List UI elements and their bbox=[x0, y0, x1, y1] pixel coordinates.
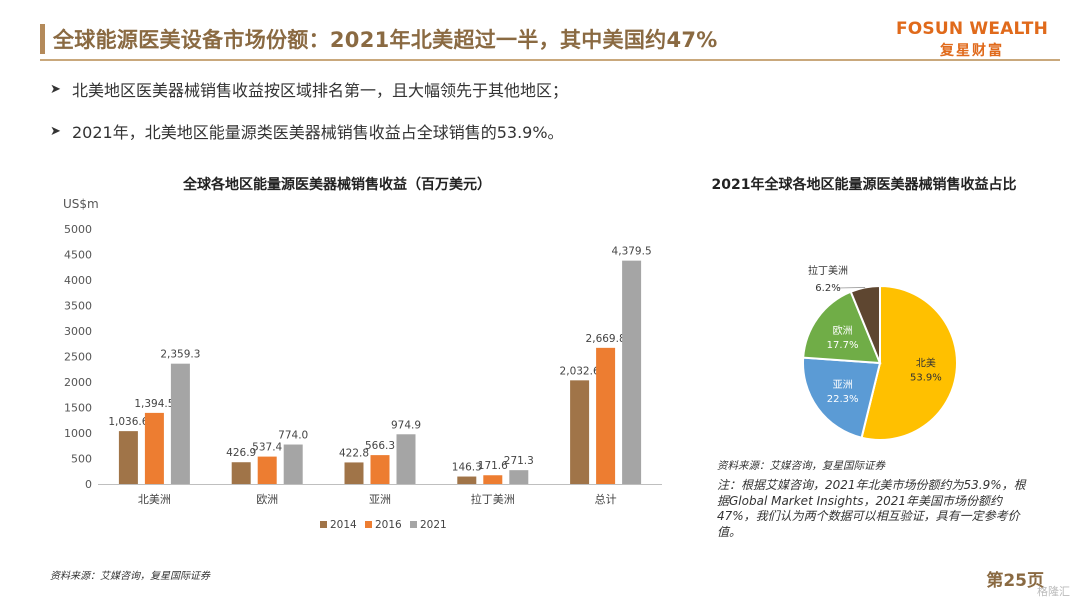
title-accent-bar bbox=[40, 24, 45, 54]
slice-name: 亚洲 bbox=[833, 379, 853, 391]
data-label: 2,359.3 bbox=[160, 349, 200, 361]
legend-label: 2014 bbox=[330, 519, 357, 531]
y-tick-label: 500 bbox=[71, 453, 92, 466]
bar-2014 bbox=[457, 476, 477, 484]
pie-source-note: 资料来源：艾媒咨询，复星国际证券 bbox=[717, 460, 885, 472]
bar-2014 bbox=[570, 380, 590, 484]
data-label: 2,669.8 bbox=[586, 333, 626, 345]
data-label: 426.9 bbox=[226, 447, 256, 459]
slice-value: 6.2% bbox=[815, 283, 840, 294]
brand-logo: FOSUN WEALTH 复星财富 bbox=[896, 19, 1048, 60]
data-label: 774.0 bbox=[278, 430, 308, 442]
page-title: 全球能源医美设备市场份额：2021年北美超过一半，其中美国约47% bbox=[53, 28, 718, 52]
brand-name-cn: 复星财富 bbox=[939, 43, 1004, 59]
legend-swatch bbox=[410, 521, 417, 528]
bar-2014 bbox=[118, 431, 138, 484]
bullet-text: 2021年，北美地区能量源类医美器械销售收益占全球销售的53.9%。 bbox=[72, 123, 564, 142]
data-label: 422.8 bbox=[339, 447, 369, 459]
slice-name: 欧洲 bbox=[833, 325, 853, 337]
y-axis-label: US$m bbox=[63, 197, 99, 211]
data-label: 271.3 bbox=[504, 455, 534, 467]
slice-name: 拉丁美洲 bbox=[808, 264, 848, 277]
arrow-bullet-icon: ➤ bbox=[50, 81, 61, 97]
bar-2021 bbox=[283, 444, 303, 484]
slice-value: 17.7% bbox=[827, 340, 859, 351]
page-number: 第25页 bbox=[986, 571, 1044, 591]
data-label: 1,036.6 bbox=[108, 416, 148, 428]
y-tick-label: 0 bbox=[85, 478, 92, 491]
legend-swatch bbox=[320, 521, 327, 528]
y-tick-label: 4000 bbox=[64, 274, 92, 287]
slice-value: 53.9% bbox=[910, 373, 942, 384]
y-tick-label: 1000 bbox=[64, 427, 92, 440]
data-label: 566.3 bbox=[365, 440, 395, 452]
bar-2021 bbox=[509, 470, 529, 484]
x-tick-label: 亚洲 bbox=[369, 493, 391, 506]
y-tick-label: 3000 bbox=[64, 325, 92, 338]
brand-name-en: FOSUN WEALTH bbox=[895, 19, 1048, 39]
pie-slice bbox=[802, 356, 882, 439]
data-label: 146.3 bbox=[452, 462, 482, 474]
pie-footnote: 注：根据艾媒咨询，2021年北美市场份额约为53.9%，根据Global Mar… bbox=[717, 478, 1026, 539]
arrow-bullet-icon: ➤ bbox=[50, 123, 61, 139]
bar-2016 bbox=[370, 455, 390, 484]
y-tick-label: 2500 bbox=[64, 351, 92, 364]
pie-slice bbox=[860, 284, 958, 441]
x-tick-label: 欧洲 bbox=[256, 493, 278, 506]
slice-name: 北美 bbox=[916, 357, 936, 370]
bar-2021 bbox=[170, 363, 190, 484]
y-tick-label: 3500 bbox=[64, 300, 92, 313]
bar-2021 bbox=[622, 260, 642, 484]
pie-slice bbox=[849, 284, 881, 364]
title-divider bbox=[40, 59, 1060, 61]
y-tick-label: 4500 bbox=[64, 249, 92, 262]
bar-2016 bbox=[483, 475, 503, 484]
bar-2016 bbox=[144, 412, 164, 484]
x-tick-label: 北美洲 bbox=[138, 493, 171, 506]
bullet-item: ➤ 北美地区医美器械销售收益按区域排名第一，且大幅领先于其他地区； bbox=[50, 68, 568, 110]
bar-2021 bbox=[396, 434, 416, 484]
bar-chart-title: 全球各地区能量源医美器械销售收益（百万美元） bbox=[182, 176, 491, 193]
data-label: 1,394.5 bbox=[134, 398, 174, 410]
x-tick-label: 拉丁美洲 bbox=[471, 492, 515, 506]
pie-chart-title: 2021年全球各地区能量源医美器械销售收益占比 bbox=[712, 176, 1017, 193]
bar-2016 bbox=[257, 456, 277, 484]
x-tick-label: 总计 bbox=[595, 492, 617, 506]
leader-line bbox=[837, 287, 866, 289]
legend-label: 2016 bbox=[375, 519, 402, 531]
pie-slice bbox=[802, 290, 882, 365]
y-tick-label: 1500 bbox=[64, 402, 92, 415]
bullet-item: ➤ 2021年，北美地区能量源类医美器械销售收益占全球销售的53.9%。 bbox=[50, 110, 568, 152]
data-label: 537.4 bbox=[252, 442, 282, 454]
bullet-list: ➤ 北美地区医美器械销售收益按区域排名第一，且大幅领先于其他地区； ➤ 2021… bbox=[50, 68, 568, 152]
pie-chart: 北美 53.9% 亚洲 22.3% 欧洲 17.7% 拉丁美洲 6.2% bbox=[802, 264, 958, 441]
slice-value: 22.3% bbox=[827, 394, 859, 405]
bar-2014 bbox=[231, 462, 251, 484]
y-tick-label: 5000 bbox=[64, 223, 92, 236]
bar-2014 bbox=[344, 462, 364, 484]
bullet-text: 北美地区医美器械销售收益按区域排名第一，且大幅领先于其他地区； bbox=[72, 81, 569, 100]
bar-2016 bbox=[596, 347, 616, 484]
y-tick-label: 2000 bbox=[64, 376, 92, 389]
data-label: 4,379.5 bbox=[612, 246, 652, 258]
data-label: 2,032.6 bbox=[560, 365, 600, 377]
legend-swatch bbox=[365, 521, 372, 528]
data-label: 171.6 bbox=[478, 460, 508, 472]
data-label: 974.9 bbox=[391, 419, 421, 431]
source-note: 资料来源：艾媒咨询，复星国际证券 bbox=[50, 571, 210, 582]
watermark: 格隆汇 bbox=[1037, 585, 1070, 598]
legend-label: 2021 bbox=[420, 519, 447, 531]
bar-chart: 0 500 1000 1500 2000 2500 3000 3500 4000 4500 5000… bbox=[64, 223, 662, 531]
